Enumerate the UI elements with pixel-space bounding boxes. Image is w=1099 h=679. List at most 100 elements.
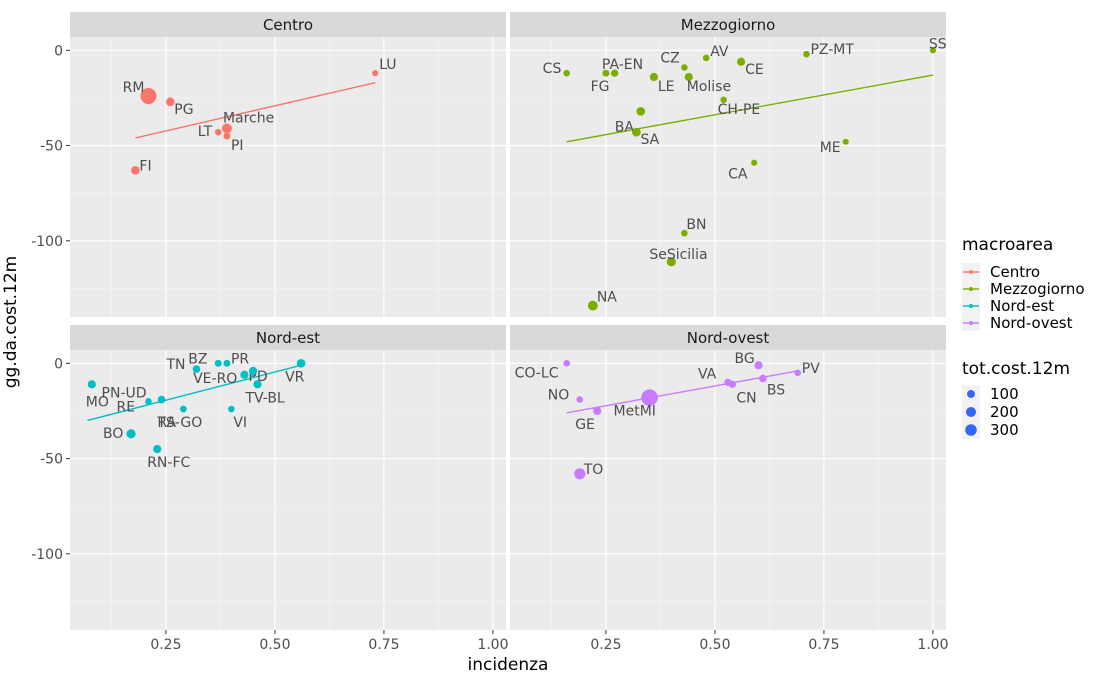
data-point <box>87 380 96 389</box>
data-point <box>720 96 727 104</box>
data-point <box>794 369 802 377</box>
data-point <box>253 380 262 389</box>
panel-background <box>70 37 506 317</box>
data-point <box>666 257 676 267</box>
point-label: BO <box>103 426 123 442</box>
panel-centro: Centro 0 -50 -100 LU RM PG LT Marche PI FI <box>31 12 506 317</box>
y-tick-label: -100 <box>31 234 63 250</box>
legend-label: Nord-est <box>990 297 1054 315</box>
data-point <box>602 69 610 77</box>
point-label: BG <box>735 351 755 367</box>
data-point <box>636 106 646 116</box>
panel-background <box>510 350 946 630</box>
color-legend: macroarea CentroMezzogiornoNord-estNord-… <box>962 235 1085 332</box>
x-tick-label: 0.50 <box>699 637 730 653</box>
data-point <box>214 359 222 367</box>
point-label: PN-UD <box>102 386 147 402</box>
color-legend-title: macroarea <box>962 235 1053 255</box>
facet-strip-label: Nord-ovest <box>687 329 770 347</box>
point-label: VR <box>285 369 305 385</box>
data-point <box>576 396 584 403</box>
legend-size-point <box>965 424 977 436</box>
point-label: GE <box>575 417 595 433</box>
legend-size-point <box>965 406 977 418</box>
data-point <box>736 57 746 66</box>
data-point <box>145 398 152 405</box>
data-point <box>228 405 235 413</box>
point-label: FI <box>139 158 151 174</box>
data-point <box>754 361 763 370</box>
x-tick-label: 1.00 <box>477 637 508 653</box>
y-tick-label: -50 <box>40 452 63 468</box>
y-tick-label: 0 <box>54 43 63 59</box>
data-point <box>702 54 710 62</box>
legend-label: 100 <box>990 385 1019 403</box>
data-point <box>296 358 306 368</box>
point-label: TS-GO <box>156 415 202 431</box>
data-point <box>372 70 379 77</box>
point-label: PV <box>802 361 820 377</box>
point-label: CE <box>745 62 764 78</box>
legend-key-point <box>969 304 973 308</box>
data-point <box>681 229 688 237</box>
point-label: BS <box>767 383 785 399</box>
data-point <box>574 468 586 480</box>
point-label: BA <box>615 119 635 135</box>
point-label: RM <box>123 80 145 96</box>
data-point <box>222 123 232 134</box>
point-label: PG <box>174 102 193 118</box>
point-label: MetMI <box>614 404 656 420</box>
point-label: VA <box>698 366 717 382</box>
data-point <box>759 374 767 383</box>
trend-line <box>135 82 376 139</box>
x-tick-label: 0.50 <box>259 637 290 653</box>
data-point <box>153 444 162 454</box>
size-legend-title: tot.cost.12m <box>962 359 1070 379</box>
point-label: VI <box>233 415 247 431</box>
data-point <box>140 88 157 105</box>
data-point <box>131 165 140 175</box>
point-label: ME <box>820 140 841 156</box>
point-label: NO <box>548 388 570 404</box>
point-label: NA <box>597 290 617 306</box>
facet-strip <box>70 325 506 350</box>
point-label: RA <box>157 415 176 431</box>
point-label: BZ <box>188 351 207 367</box>
point-label: LT <box>198 124 213 140</box>
legend-key-point <box>969 321 973 325</box>
point-label: CS <box>543 61 562 77</box>
x-tick-label: 0.25 <box>590 637 621 653</box>
point-label: SS <box>929 36 947 52</box>
data-point <box>803 50 810 58</box>
data-point <box>610 69 619 77</box>
y-tick-label: 0 <box>54 356 63 372</box>
facet-strip-label: Nord-est <box>256 329 320 347</box>
y-axis-title: gg.da.cost.12m <box>1 256 21 388</box>
data-point <box>249 366 258 376</box>
facet-strip-label: Centro <box>263 16 313 34</box>
panel-nord-est: Nord-est 0 -50 -100 0.25 0.50 0.75 1.00 MO TN BZ PR… <box>31 325 509 653</box>
data-point <box>593 406 602 416</box>
point-label: TO <box>583 462 604 478</box>
facet-strip <box>510 12 946 37</box>
data-point <box>684 72 693 82</box>
legend-label: Nord-ovest <box>990 314 1073 332</box>
y-tick-label: -100 <box>31 547 63 563</box>
data-point <box>214 128 222 136</box>
legend-size-point <box>967 390 975 398</box>
y-tick-label: -50 <box>40 139 63 155</box>
point-label: PZ-MT <box>810 42 854 58</box>
point-label: RN-FC <box>147 455 190 471</box>
point-label: RE <box>116 399 135 415</box>
point-label: PI <box>231 138 244 154</box>
legend-key-point <box>969 270 973 274</box>
facet-strip <box>70 12 506 37</box>
data-point <box>165 97 175 107</box>
data-point <box>929 47 936 54</box>
data-point <box>223 132 231 140</box>
x-tick-label: 0.75 <box>368 637 399 653</box>
trend-line <box>87 364 302 422</box>
point-label: SA <box>640 132 659 148</box>
